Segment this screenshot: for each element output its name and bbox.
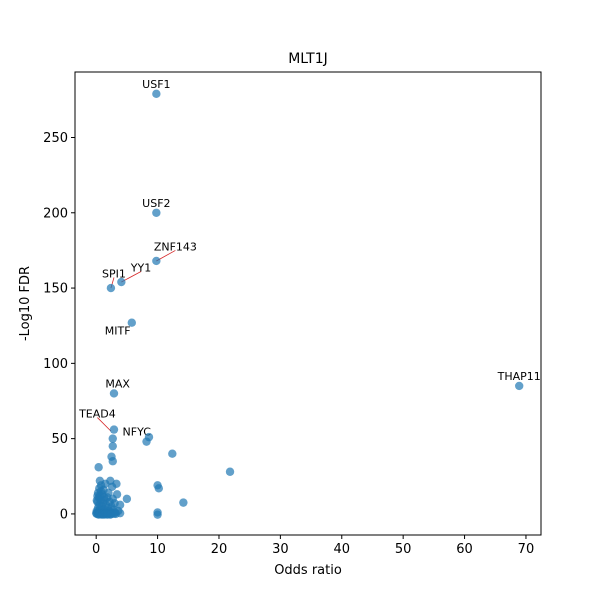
chart-title: MLT1J: [288, 51, 328, 67]
point-annotation: USF2: [142, 197, 170, 210]
data-point: [107, 482, 117, 492]
point-annotation: SPI1: [102, 268, 126, 281]
point-annotation: ZNF143: [154, 240, 197, 253]
data-point: [168, 449, 177, 458]
point-annotation: TEAD4: [78, 408, 116, 421]
data-point: [153, 510, 162, 519]
y-axis: 0 50 100 150 200 250: [43, 131, 75, 522]
data-point: [127, 318, 136, 327]
point-annotation: MAX: [105, 377, 130, 390]
y-tick-label: 100: [43, 357, 68, 372]
data-point: [152, 256, 161, 266]
data-point: [94, 463, 103, 472]
x-tick-label: 20: [211, 542, 228, 557]
data-point: [106, 283, 116, 293]
x-tick-label: 10: [149, 542, 166, 557]
y-tick-label: 50: [51, 432, 68, 447]
data-point: [154, 484, 164, 493]
point-annotation: NFYC: [123, 426, 152, 439]
data-point: [142, 437, 151, 446]
y-axis-label: -Log10 FDR: [18, 266, 33, 341]
x-tick-label: 70: [518, 542, 535, 557]
data-point: [152, 89, 161, 99]
y-tick-label: 150: [43, 282, 68, 297]
x-tick-label: 50: [395, 542, 412, 557]
x-tick-label: 40: [333, 542, 350, 557]
data-point: [108, 434, 117, 443]
data-point: [117, 277, 126, 287]
data-point: [179, 498, 188, 507]
data-point: [122, 494, 132, 504]
plot-frame: [74, 71, 542, 536]
x-axis: 0 10 20 30 40 50 60 70: [92, 535, 534, 557]
data-point: [515, 381, 524, 391]
data-point: [225, 467, 235, 476]
data-point: [109, 425, 119, 434]
y-tick-label: 250: [43, 131, 68, 146]
data-point: [152, 208, 161, 217]
x-tick-label: 0: [92, 542, 100, 557]
x-tick-label: 60: [456, 542, 473, 557]
point-annotation: YY1: [130, 262, 151, 275]
point-annotation: THAP11: [497, 370, 541, 383]
annotation-leader: [97, 417, 112, 432]
y-tick-label: 200: [43, 206, 68, 221]
point-annotation: USF1: [142, 78, 170, 91]
y-tick-label: 0: [60, 507, 68, 522]
points-layer: [91, 89, 524, 519]
data-point: [108, 441, 117, 451]
x-tick-label: 30: [272, 542, 289, 557]
data-point: [109, 389, 119, 398]
data-point: [106, 510, 115, 519]
x-axis-label: Odds ratio: [274, 563, 342, 578]
point-annotation: MITF: [105, 325, 131, 338]
data-point: [108, 457, 117, 466]
data-point: [95, 491, 105, 501]
